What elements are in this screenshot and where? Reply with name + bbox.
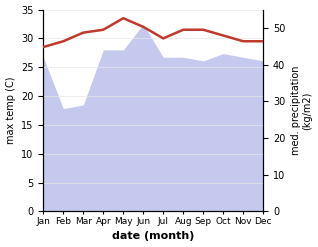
X-axis label: date (month): date (month) bbox=[112, 231, 194, 242]
Y-axis label: max temp (C): max temp (C) bbox=[5, 77, 16, 144]
Y-axis label: med. precipitation
(kg/m2): med. precipitation (kg/m2) bbox=[291, 66, 313, 155]
